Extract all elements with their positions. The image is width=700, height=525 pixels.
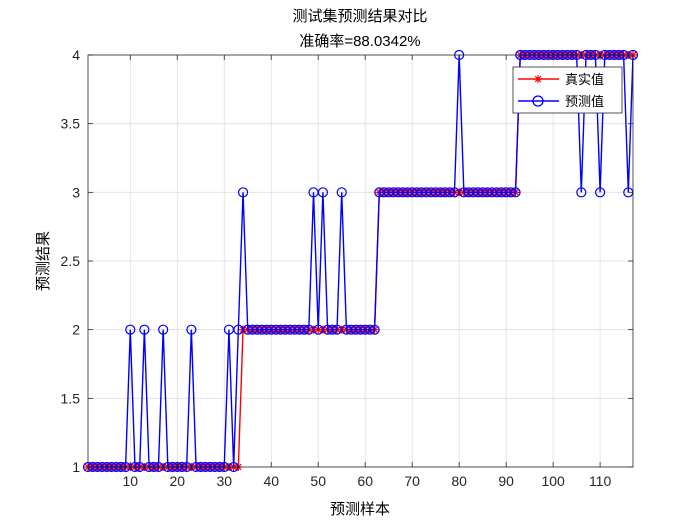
point-pred (139, 324, 150, 335)
y-tick-label: 1 (72, 459, 80, 475)
x-axis-label: 预测样本 (330, 500, 390, 518)
x-tick-label: 100 (541, 473, 565, 489)
point-pred (125, 324, 136, 335)
y-tick-label: 2 (72, 322, 80, 338)
point-pred (364, 324, 375, 335)
y-tick-label: 1.5 (61, 390, 81, 406)
y-tick-label: 3.5 (61, 116, 81, 132)
point-pred (158, 324, 169, 335)
x-tick-label: 80 (451, 473, 467, 489)
legend-asterisk (534, 75, 542, 83)
x-tick-label: 40 (263, 473, 279, 489)
x-tick-label: 30 (216, 473, 232, 489)
legend-label-true: 真实值 (565, 72, 604, 88)
point-pred (327, 324, 338, 335)
x-tick-label: 10 (122, 473, 138, 489)
legend-marker-circle (532, 95, 544, 107)
y-axis-label: 预测结果 (34, 231, 52, 291)
point-pred (186, 324, 197, 335)
point-pred (576, 187, 587, 198)
point-pred (317, 187, 329, 198)
x-tick-label: 90 (498, 473, 514, 489)
axis-ticks: 10 20 30 40 50 60 70 80 90 100 110 1 1.5 2 2.5 3 3.5 4 (61, 47, 633, 489)
x-tick-label: 20 (169, 473, 185, 489)
legend: 真实值 预测值 (512, 66, 623, 114)
y-tick-label: 2.5 (61, 253, 81, 269)
point-pred (369, 324, 380, 335)
x-tick-label: 50 (310, 473, 326, 489)
x-tick-label: 70 (404, 473, 420, 489)
legend-box (512, 66, 623, 114)
x-tick-label: 60 (357, 473, 373, 489)
point-pred (237, 187, 249, 198)
point-pred (444, 187, 455, 198)
point-pred (299, 324, 310, 335)
x-tick-label: 110 (589, 473, 612, 489)
legend-marker-asterisk (534, 75, 542, 83)
point-pred (336, 187, 347, 198)
chart-title: 测试集预测结果对比 (292, 7, 427, 25)
chart-subtitle: 准确率=88.0342% (299, 33, 420, 50)
point-pred (510, 187, 521, 198)
y-tick-label: 3 (72, 184, 80, 200)
point-pred (505, 187, 516, 198)
point-pred (595, 187, 606, 198)
legend-label-pred: 预测值 (565, 94, 604, 110)
y-tick-label: 4 (72, 47, 80, 63)
